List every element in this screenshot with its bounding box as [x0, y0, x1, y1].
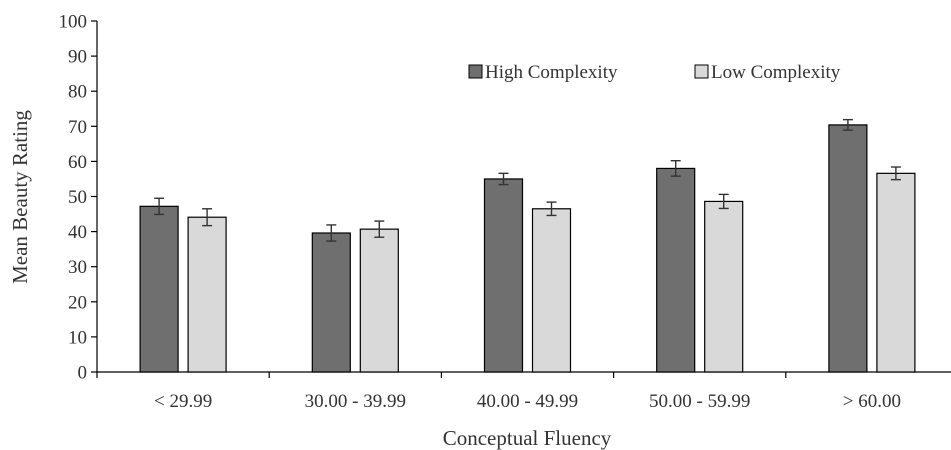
error-bar-high-complexity [498, 172, 509, 186]
y-tick-label: 70 [68, 117, 87, 138]
error-bar-low-complexity [374, 220, 385, 238]
x-axis-title: Conceptual Fluency [443, 426, 612, 450]
bar-high-complexity [483, 178, 524, 373]
error-bar-low-complexity [546, 201, 557, 217]
bar-high-complexity [828, 124, 868, 373]
y-tick-label: 10 [68, 327, 87, 348]
bar-low-complexity [359, 228, 399, 373]
y-axis: 0 10 20 30 40 50 60 70 80 90 100 [59, 12, 98, 384]
error-bar-high-complexity [670, 159, 681, 177]
error-bar-low-complexity [718, 193, 729, 210]
y-tick-label: 20 [68, 292, 87, 313]
y-tick-label: 0 [78, 363, 88, 384]
legend-item-low-complexity: Low Complexity [694, 62, 841, 83]
legend-label-high-complexity: High Complexity [485, 62, 618, 83]
x-axis: < 29.99 30.00 - 39.99 40.00 - 49.99 50.00 -… [96, 371, 951, 412]
y-axis-title: Mean Beauty Rating [8, 110, 32, 284]
y-tick-label: 60 [68, 152, 87, 173]
error-bar-low-complexity [890, 166, 901, 181]
y-tick-label: 80 [68, 82, 87, 103]
bar-low-complexity [531, 208, 572, 373]
bar-high-complexity [656, 167, 696, 373]
error-bar-high-complexity [842, 118, 853, 131]
x-tick-label: 30.00 - 39.99 [305, 391, 406, 412]
legend-item-high-complexity: High Complexity [468, 62, 618, 83]
legend-swatch-high-complexity [468, 64, 483, 79]
y-tick-label: 90 [68, 47, 87, 68]
x-tick-label: < 29.99 [154, 391, 212, 412]
bars [139, 124, 916, 373]
y-tick-label: 30 [68, 257, 87, 278]
error-bars [154, 118, 901, 242]
error-bar-high-complexity [326, 224, 337, 242]
bar-high-complexity [139, 205, 179, 373]
x-tick-label: 50.00 - 59.99 [649, 391, 750, 412]
error-bar-high-complexity [154, 197, 165, 216]
x-tick-label: > 60.00 [843, 391, 901, 412]
x-ticks: < 29.99 30.00 - 39.99 40.00 - 49.99 50.00 -… [96, 372, 901, 412]
bar-low-complexity [187, 216, 227, 373]
y-tick-label: 40 [68, 222, 87, 243]
y-ticks: 0 10 20 30 40 50 60 70 80 90 100 [59, 12, 97, 384]
y-tick-label: 50 [68, 187, 87, 208]
y-tick-label: 100 [59, 12, 88, 33]
bar-low-complexity [704, 200, 744, 373]
legend-label-low-complexity: Low Complexity [711, 62, 841, 83]
legend: High Complexity Low Complexity [468, 62, 841, 83]
error-bar-low-complexity [202, 208, 213, 227]
legend-swatch-low-complexity [694, 64, 709, 79]
bar-high-complexity [311, 232, 351, 373]
x-tick-label: 40.00 - 49.99 [477, 391, 578, 412]
bar-low-complexity [876, 172, 916, 373]
